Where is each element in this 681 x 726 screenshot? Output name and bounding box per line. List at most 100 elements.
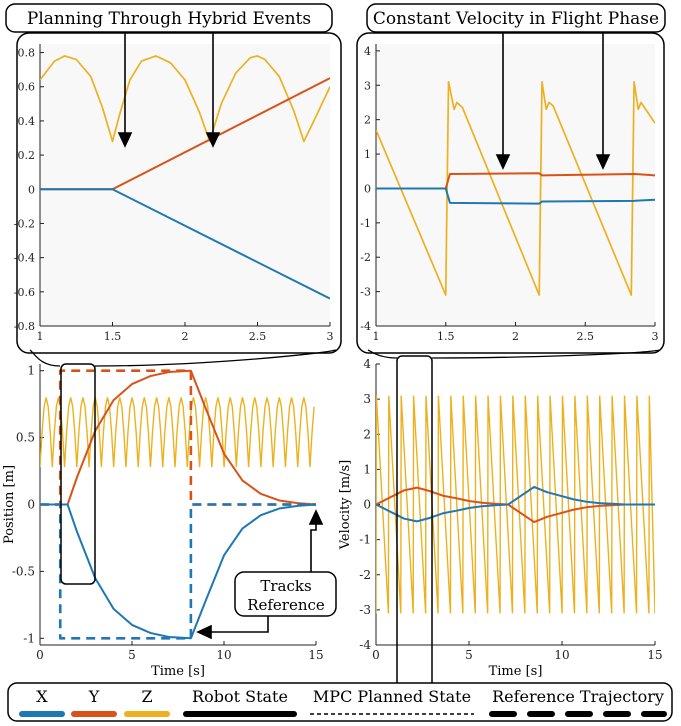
- series-line-x_ref: [40, 503, 316, 640]
- y-tick-label: 0: [27, 498, 35, 512]
- y-tick-label: -2: [359, 568, 371, 582]
- y-tick-label: -1: [23, 631, 35, 645]
- tracks-label-2: Reference: [247, 596, 325, 614]
- velocity-plot: 0 5 10 15 -4 -3 -2 -1 0 1 2 3 4 Time [s] Velocity [m/s…: [338, 357, 663, 679]
- y-tick-label: -4: [359, 638, 371, 652]
- left-title-box: [5, 3, 333, 33]
- title-arrows: [117, 32, 611, 170]
- right-title-box: [366, 3, 666, 33]
- zoom-velocity-plot: 1 1.5 2 2.5 3 -4 -3 -2 -1 0 1 2 3 4: [360, 44, 659, 343]
- x-axis-label: Time [s]: [489, 664, 543, 679]
- arrow-head: [495, 154, 511, 170]
- zoom-connector: [29, 349, 61, 367]
- series-line-x: [40, 188, 330, 300]
- y-tick-label: 0: [28, 183, 35, 196]
- zoom-connector: [431, 349, 661, 359]
- tracks-arrows: [196, 509, 324, 640]
- legend-ref-label: Reference Trajectory: [492, 687, 664, 706]
- left-title: Planning Through Hybrid Events: [27, 9, 311, 29]
- y-tick-label: 2: [363, 427, 371, 441]
- x-tick-label: 10: [554, 648, 569, 662]
- y-tick-label: 3: [363, 392, 371, 406]
- series-line-z: [40, 397, 315, 468]
- plot-area: [376, 44, 655, 326]
- arrow-head: [196, 624, 212, 640]
- x-tick-label: 2.5: [577, 330, 595, 343]
- y-tick-label: -1: [360, 217, 371, 230]
- series-line-x: [376, 187, 655, 205]
- y-tick-label: -4: [360, 320, 371, 333]
- position-plot: 0 5 10 15 -1 -0.5 0 0.5 1 Time [s] Position [m]: [2, 364, 324, 679]
- plot-area: [40, 44, 330, 326]
- y-tick-label: -0.8: [14, 320, 35, 333]
- y-tick-label: -3: [360, 286, 371, 299]
- y-tick-label: 0.2: [18, 149, 36, 162]
- arrow-line: [310, 524, 317, 572]
- zoom-connector: [367, 349, 398, 359]
- x-axis-label: Time [s]: [151, 664, 205, 679]
- zoom-position-plot: 1 1.5 2 2.5 3 -0.8 -0.6 -0.4 -0.2 0 0.2 0.4 0.6 0.8: [14, 44, 334, 343]
- x-tick-label: 0: [36, 648, 44, 662]
- legend-robot-label: Robot State: [192, 687, 288, 706]
- y-tick-label: 0.5: [16, 431, 35, 445]
- legend-x-label: X: [36, 687, 48, 706]
- series-line-z: [376, 80, 655, 296]
- arrow-line: [211, 616, 269, 633]
- x-tick-label: 2: [512, 330, 519, 343]
- legend-z-label: Z: [141, 687, 152, 706]
- tracks-label-1: Tracks: [260, 577, 311, 595]
- x-tick-label: 15: [647, 648, 662, 662]
- series-line-z: [376, 395, 655, 614]
- x-tick-label: 1: [37, 330, 44, 343]
- y-tick-label: 0.6: [18, 81, 36, 94]
- y-axis-label: Velocity [m/s]: [338, 460, 353, 551]
- y-tick-label: 0: [363, 498, 371, 512]
- y-tick-label: -0.4: [14, 252, 35, 265]
- y-tick-label: 2: [364, 114, 371, 127]
- zoom-region-left: [60, 363, 96, 585]
- arrow-head: [308, 509, 324, 525]
- arrow-head: [117, 132, 133, 148]
- series-line-x: [376, 485, 655, 523]
- y-tick-label: 1: [363, 462, 371, 476]
- right-title: Constant Velocity in Flight Phase: [373, 9, 659, 29]
- tracks-callout-box: [234, 571, 337, 617]
- arrow-head: [205, 132, 221, 148]
- x-tick-label: 2: [182, 330, 189, 343]
- zoom-right-frame: [356, 32, 665, 354]
- legend-y-label: Y: [88, 687, 100, 706]
- x-tick-label: 1.5: [104, 330, 122, 343]
- series-line-z: [40, 55, 330, 143]
- x-tick-label: 1: [373, 330, 380, 343]
- y-tick-label: -0.6: [14, 286, 35, 299]
- y-tick-label: -2: [360, 251, 371, 264]
- y-tick-label: 4: [364, 45, 371, 58]
- x-tick-label: 0: [372, 648, 380, 662]
- x-tick-label: 5: [128, 648, 136, 662]
- y-tick-label: 1: [364, 148, 371, 161]
- zoom-left-frame: [16, 32, 342, 354]
- series-line-y: [376, 486, 655, 524]
- x-tick-label: 10: [216, 648, 231, 662]
- y-tick-label: 0.8: [18, 47, 36, 60]
- x-tick-label: 2.5: [249, 330, 267, 343]
- y-tick-label: 3: [364, 79, 371, 92]
- y-tick-label: -1: [359, 533, 371, 547]
- y-tick-label: -3: [359, 603, 371, 617]
- y-tick-label: 4: [363, 357, 371, 371]
- y-tick-label: 0: [364, 182, 371, 195]
- y-tick-label: 1: [27, 364, 35, 378]
- y-tick-label: -0.2: [14, 217, 35, 230]
- y-tick-label: -0.5: [12, 564, 35, 578]
- x-tick-label: 3: [652, 330, 659, 343]
- zoom-connector: [94, 349, 337, 367]
- x-tick-label: 1.5: [437, 330, 455, 343]
- y-tick-label: 0.4: [18, 115, 36, 128]
- y-axis-label: Position [m]: [2, 465, 17, 544]
- x-tick-label: 5: [465, 648, 473, 662]
- x-tick-label: 15: [308, 648, 323, 662]
- arrow-head: [595, 154, 611, 170]
- legend-mpc-label: MPC Planned State: [313, 687, 471, 706]
- x-tick-label: 3: [327, 330, 334, 343]
